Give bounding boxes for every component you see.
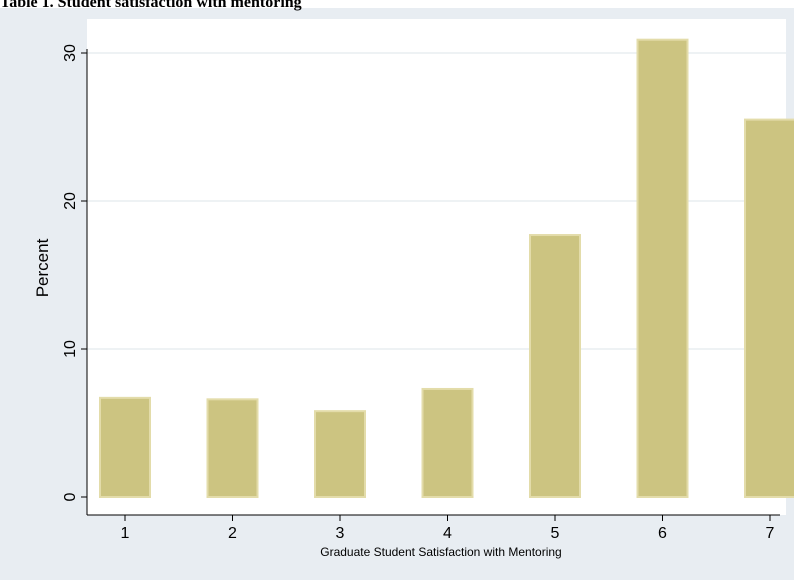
x-tick-label: 7 — [766, 525, 775, 542]
x-axis-label: Graduate Student Satisfaction with Mento… — [320, 545, 561, 559]
x-ticks: 1 2 3 4 5 6 7 — [121, 515, 775, 542]
y-tick-label: 10 — [62, 340, 79, 358]
bars-group — [99, 38, 794, 499]
bar-6 — [636, 38, 689, 499]
bar-7 — [744, 118, 794, 498]
bar-5 — [529, 234, 581, 498]
x-tick-label: 2 — [228, 525, 237, 542]
y-tick-label: 30 — [62, 44, 79, 62]
y-tick-label: 20 — [62, 192, 79, 210]
y-axis-label: Percent — [33, 238, 52, 297]
y-ticks: 0 10 20 30 — [62, 44, 87, 501]
x-tick-label: 6 — [658, 525, 667, 542]
axes-group — [86, 49, 780, 516]
table-caption: Table 1. Student satisfaction with mento… — [0, 0, 302, 11]
bar-3 — [314, 410, 366, 498]
x-tick-label: 3 — [336, 525, 345, 542]
x-tick-label: 5 — [551, 525, 560, 542]
bar-2 — [206, 398, 259, 499]
y-tick-label: 0 — [62, 492, 79, 501]
bar-4 — [421, 387, 474, 498]
x-tick-label: 4 — [443, 525, 452, 542]
bar-1 — [99, 396, 151, 498]
x-tick-label: 1 — [121, 525, 130, 542]
